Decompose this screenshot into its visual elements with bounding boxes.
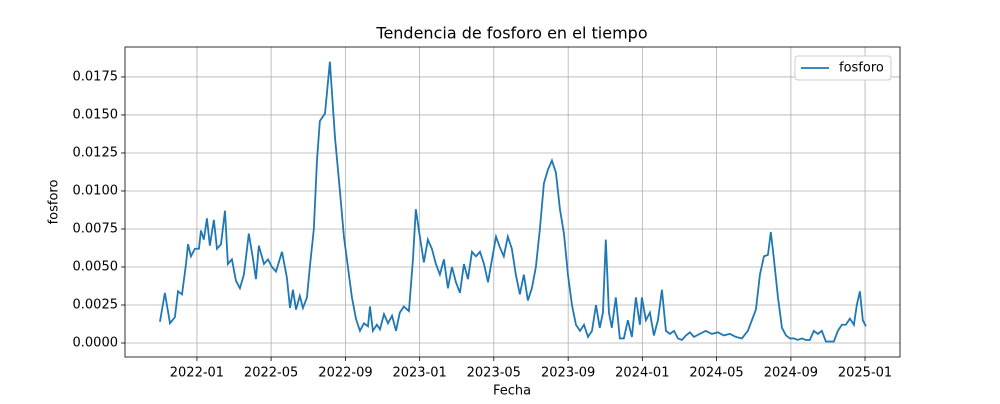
legend-label: fosforo xyxy=(839,61,884,76)
y-tick-label: 0.0125 xyxy=(73,145,119,160)
y-tick-label: 0.0100 xyxy=(73,183,119,198)
x-tick-label: 2024-01 xyxy=(615,366,669,381)
x-tick-label: 2024-05 xyxy=(689,366,743,381)
x-tick-label: 2023-05 xyxy=(467,366,521,381)
line-series xyxy=(159,61,867,343)
plot-frame xyxy=(124,46,901,358)
x-axis-label: Fecha xyxy=(493,384,531,399)
x-tick-label: 2023-01 xyxy=(392,366,446,381)
x-tick-label: 2023-09 xyxy=(541,366,595,381)
x-tick-label: 2022-01 xyxy=(170,366,224,381)
chart-title: Tendencia de fosforo en el tiempo xyxy=(375,24,647,43)
legend-box xyxy=(794,55,892,81)
x-tick-label: 2022-09 xyxy=(318,366,372,381)
x-tick-label: 2024-09 xyxy=(764,366,818,381)
x-tick-label: 2025-01 xyxy=(838,366,892,381)
y-tick-label: 0.0175 xyxy=(73,69,119,84)
x-tick-label: 2022-05 xyxy=(244,366,298,381)
y-tick-label: 0.0025 xyxy=(73,298,119,313)
y-axis-label: fosforo xyxy=(47,180,62,225)
y-tick-label: 0.0150 xyxy=(73,107,119,122)
y-tick-label: 0.0000 xyxy=(73,336,119,351)
y-tick-label: 0.0075 xyxy=(73,221,119,236)
y-tick-label: 0.0050 xyxy=(73,259,119,274)
